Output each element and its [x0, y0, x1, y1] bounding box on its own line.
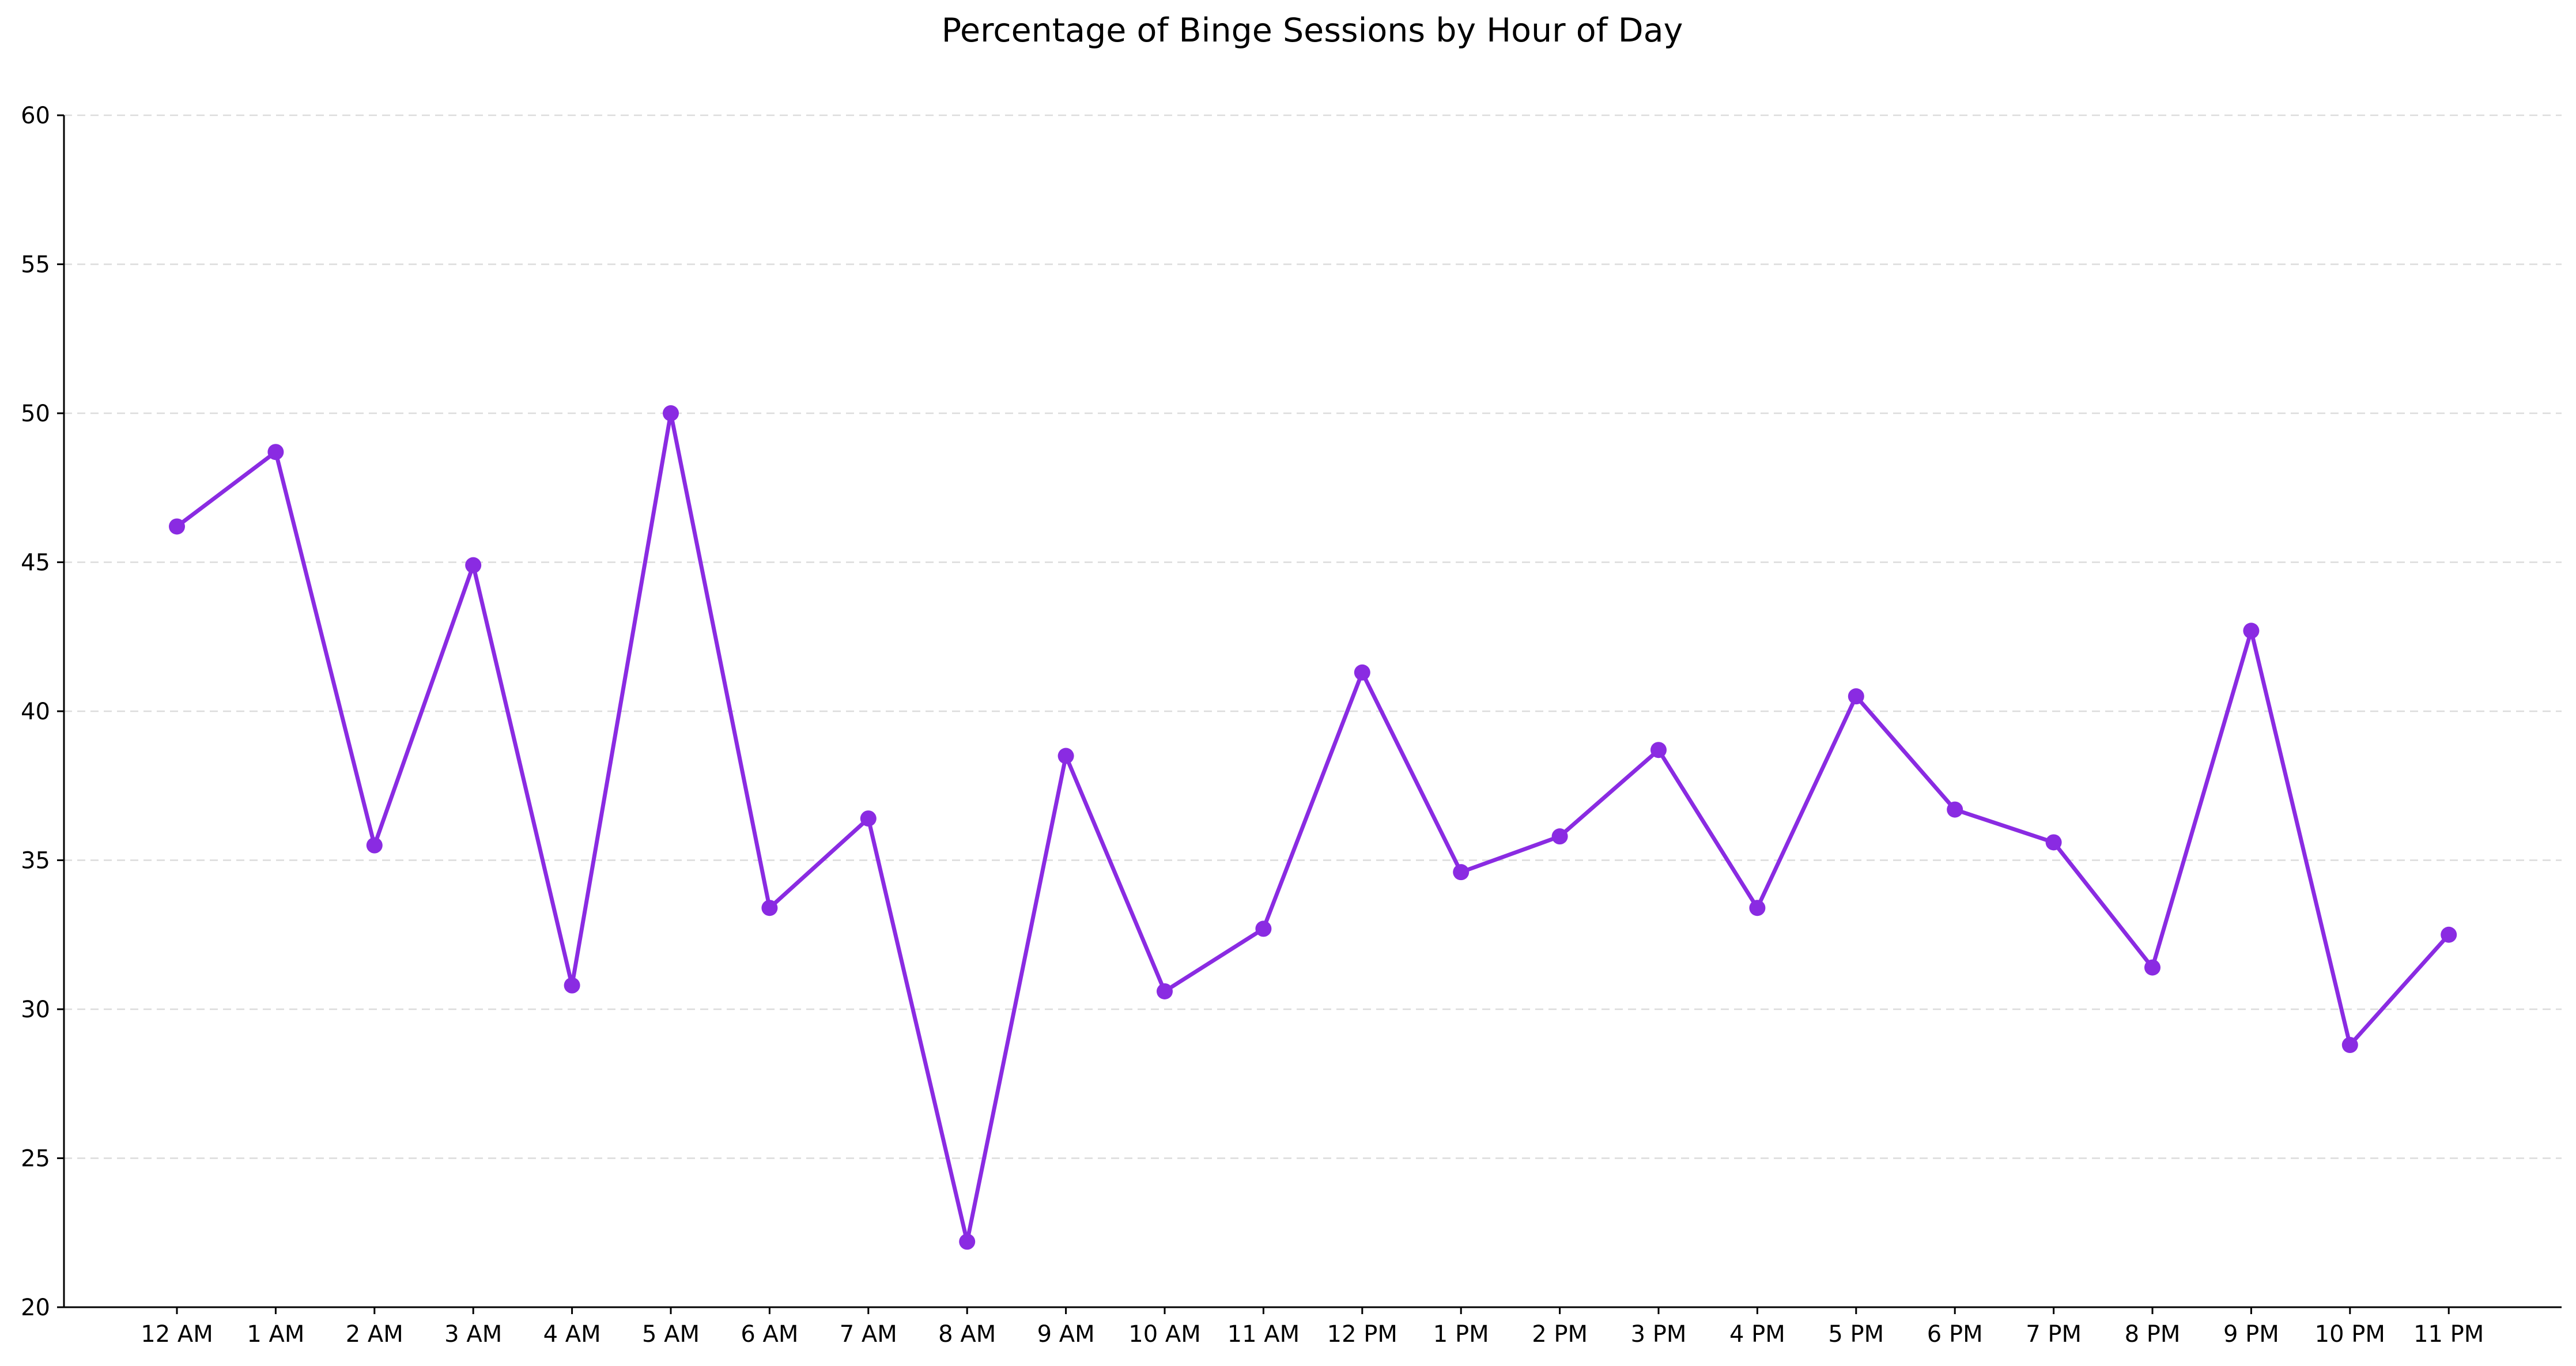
x-tick-label: 3 AM [444, 1321, 502, 1348]
data-point [1057, 748, 1074, 764]
data-point [1650, 742, 1667, 759]
data-point [1749, 900, 1766, 916]
data-point [169, 518, 185, 535]
x-tick-label: 5 AM [642, 1321, 700, 1348]
x-tick-label: 9 AM [1037, 1321, 1095, 1348]
data-point [2243, 622, 2260, 639]
data-point [2341, 1037, 2358, 1054]
series-layer [169, 405, 2457, 1250]
data-point [1354, 664, 1370, 681]
data-point [1255, 920, 1272, 937]
grid-lines [64, 114, 2562, 1159]
data-point [1453, 864, 1470, 881]
data-point [2441, 926, 2457, 943]
x-tick-label: 2 AM [346, 1321, 403, 1348]
x-tick-label: 4 PM [1729, 1321, 1785, 1348]
x-tick-label: 11 PM [2413, 1321, 2484, 1348]
chart-title: Percentage of Binge Sessions by Hour of … [942, 12, 1683, 50]
data-point [1157, 983, 1173, 999]
x-tick-label: 10 PM [2315, 1321, 2385, 1348]
x-tick-label: 8 PM [2125, 1321, 2181, 1348]
x-tick-label: 2 PM [1532, 1321, 1588, 1348]
x-tick-label: 11 AM [1227, 1321, 1300, 1348]
data-point [959, 1233, 976, 1250]
y-tick-label: 40 [21, 699, 50, 725]
x-tick-label: 8 AM [938, 1321, 996, 1348]
data-point [1551, 828, 1568, 845]
y-tick-label: 55 [21, 252, 50, 278]
y-tick-label: 35 [21, 848, 50, 874]
series-line [175, 411, 2451, 1244]
data-point [1848, 688, 1864, 705]
data-point [465, 557, 482, 573]
data-point [2045, 834, 2062, 851]
x-tick-label: 7 PM [2026, 1321, 2082, 1348]
y-tick-label: 20 [21, 1295, 50, 1321]
y-tick-label: 50 [21, 401, 50, 427]
x-tick-label: 7 AM [840, 1321, 897, 1348]
y-axis-ticks: 20 25 30 35 40 45 50 55 60 [21, 103, 64, 1321]
x-tick-label: 6 AM [741, 1321, 798, 1348]
data-point [663, 405, 679, 421]
x-tick-label: 1 AM [247, 1321, 304, 1348]
y-tick-label: 45 [21, 550, 50, 576]
y-tick-label: 25 [21, 1146, 50, 1172]
x-axis-ticks: 12 AM 1 AM 2 AM 3 AM 4 AM 5 AM 6 AM 7 AM 8 AM 9 A… [141, 1307, 2484, 1348]
data-point [564, 977, 580, 994]
data-point [366, 837, 383, 854]
data-point [2144, 959, 2160, 976]
x-tick-label: 10 AM [1128, 1321, 1201, 1348]
x-tick-label: 12 AM [141, 1321, 213, 1348]
data-point [761, 900, 778, 916]
data-point [860, 810, 877, 827]
x-tick-label: 5 PM [1828, 1321, 1884, 1348]
data-point [267, 444, 284, 461]
x-tick-label: 3 PM [1631, 1321, 1687, 1348]
x-tick-label: 6 PM [1927, 1321, 1983, 1348]
x-tick-label: 12 PM [1327, 1321, 1397, 1348]
y-tick-label: 30 [21, 997, 50, 1023]
x-tick-label: 1 PM [1433, 1321, 1489, 1348]
data-point [1947, 801, 1963, 818]
x-tick-label: 9 PM [2223, 1321, 2279, 1348]
y-tick-label: 60 [21, 103, 50, 129]
x-tick-label: 4 AM [543, 1321, 601, 1348]
